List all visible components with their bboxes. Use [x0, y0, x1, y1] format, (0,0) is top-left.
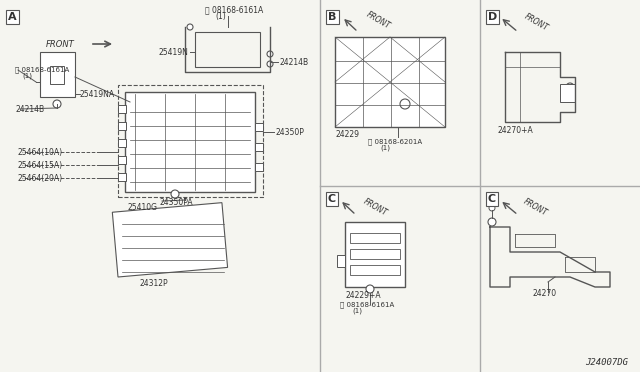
Text: 25464(10A): 25464(10A) [18, 148, 63, 157]
Text: D: D [488, 12, 497, 22]
Bar [560, 84, 575, 102]
Text: 25464(15A): 25464(15A) [18, 160, 63, 170]
Bar [345, 222, 405, 287]
Text: 25419NA: 25419NA [80, 90, 115, 99]
Circle shape [366, 285, 374, 293]
Bar [50, 66, 64, 84]
Text: 25464(20A): 25464(20A) [18, 173, 63, 183]
Text: (1): (1) [380, 145, 390, 151]
Text: (1): (1) [352, 308, 362, 314]
Text: 25410G: 25410G [128, 202, 158, 212]
Text: 25419N: 25419N [158, 48, 188, 57]
Text: Ⓑ 08168-6161A: Ⓑ 08168-6161A [340, 302, 394, 308]
Text: FRONT: FRONT [522, 197, 549, 217]
Text: FRONT: FRONT [46, 39, 75, 48]
Text: Ⓑ 08168-6161A: Ⓑ 08168-6161A [205, 6, 263, 15]
Circle shape [400, 99, 410, 109]
Circle shape [171, 190, 179, 198]
Circle shape [488, 218, 496, 226]
Circle shape [187, 24, 193, 30]
Circle shape [267, 51, 273, 57]
Bar [337, 255, 345, 267]
Text: 24214B: 24214B [15, 105, 44, 113]
Text: C: C [328, 194, 336, 204]
Text: FRONT: FRONT [365, 10, 392, 31]
Bar [118, 156, 126, 164]
Text: (1): (1) [22, 73, 32, 79]
Bar [350, 249, 400, 259]
Text: C: C [488, 194, 496, 204]
Bar [118, 173, 126, 181]
Circle shape [566, 83, 574, 91]
Text: Ⓑ 08168-6201A: Ⓑ 08168-6201A [368, 139, 422, 145]
Bar [335, 37, 445, 127]
Bar [40, 52, 75, 97]
Bar [350, 265, 400, 275]
Text: B: B [328, 12, 337, 22]
Circle shape [53, 100, 61, 108]
Bar [350, 233, 400, 243]
Bar [125, 92, 255, 192]
Text: FRONT: FRONT [362, 197, 389, 217]
Bar [255, 123, 263, 131]
Bar [255, 163, 263, 171]
Text: 24350PA: 24350PA [160, 198, 194, 206]
Bar [118, 139, 126, 147]
Bar [118, 105, 126, 113]
Text: FRONT: FRONT [523, 12, 550, 32]
Bar [195, 32, 260, 67]
Text: 24312P: 24312P [140, 279, 168, 289]
Text: 24214B: 24214B [280, 58, 309, 67]
Text: 24350P: 24350P [275, 128, 304, 137]
Bar [255, 143, 263, 151]
Text: 24229: 24229 [335, 129, 359, 138]
Text: Ⓑ 08168-6161A: Ⓑ 08168-6161A [15, 67, 69, 73]
Bar [118, 85, 263, 197]
Bar [118, 122, 126, 130]
Circle shape [267, 61, 273, 67]
Text: 24229+A: 24229+A [345, 292, 381, 301]
Text: (1): (1) [215, 12, 226, 20]
Text: A: A [8, 12, 17, 22]
Text: 24270+A: 24270+A [497, 125, 533, 135]
Text: J24007DG: J24007DG [585, 358, 628, 367]
Bar [113, 203, 228, 277]
Text: 24270: 24270 [533, 289, 557, 298]
Circle shape [489, 205, 495, 211]
